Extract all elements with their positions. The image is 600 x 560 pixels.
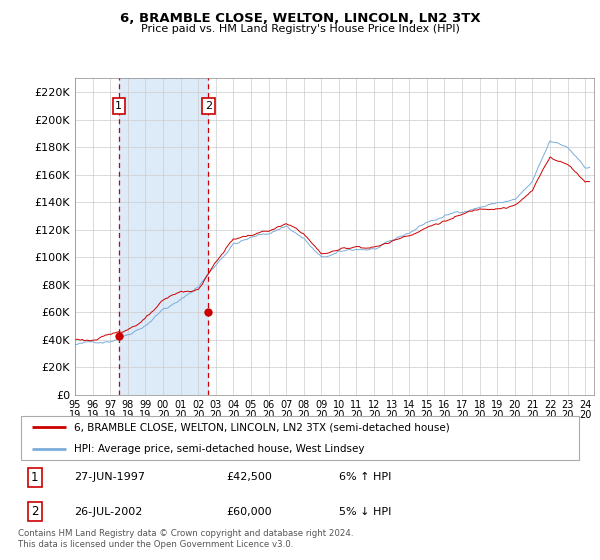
Text: Price paid vs. HM Land Registry's House Price Index (HPI): Price paid vs. HM Land Registry's House … bbox=[140, 24, 460, 34]
Text: 6% ↑ HPI: 6% ↑ HPI bbox=[340, 472, 392, 482]
Text: 26-JUL-2002: 26-JUL-2002 bbox=[74, 507, 143, 517]
Text: 2: 2 bbox=[205, 101, 212, 111]
Text: 6, BRAMBLE CLOSE, WELTON, LINCOLN, LN2 3TX: 6, BRAMBLE CLOSE, WELTON, LINCOLN, LN2 3… bbox=[119, 12, 481, 25]
Text: 2: 2 bbox=[31, 505, 38, 518]
Text: Contains HM Land Registry data © Crown copyright and database right 2024.
This d: Contains HM Land Registry data © Crown c… bbox=[18, 529, 353, 549]
Text: £60,000: £60,000 bbox=[227, 507, 272, 517]
Text: 5% ↓ HPI: 5% ↓ HPI bbox=[340, 507, 392, 517]
Text: 1: 1 bbox=[115, 101, 122, 111]
Bar bbox=[119, 78, 208, 395]
Text: 6, BRAMBLE CLOSE, WELTON, LINCOLN, LN2 3TX (semi-detached house): 6, BRAMBLE CLOSE, WELTON, LINCOLN, LN2 3… bbox=[74, 422, 450, 432]
Text: 27-JUN-1997: 27-JUN-1997 bbox=[74, 472, 145, 482]
Text: 1: 1 bbox=[31, 471, 38, 484]
Text: £42,500: £42,500 bbox=[227, 472, 272, 482]
Text: HPI: Average price, semi-detached house, West Lindsey: HPI: Average price, semi-detached house,… bbox=[74, 444, 365, 454]
FancyBboxPatch shape bbox=[21, 416, 579, 460]
